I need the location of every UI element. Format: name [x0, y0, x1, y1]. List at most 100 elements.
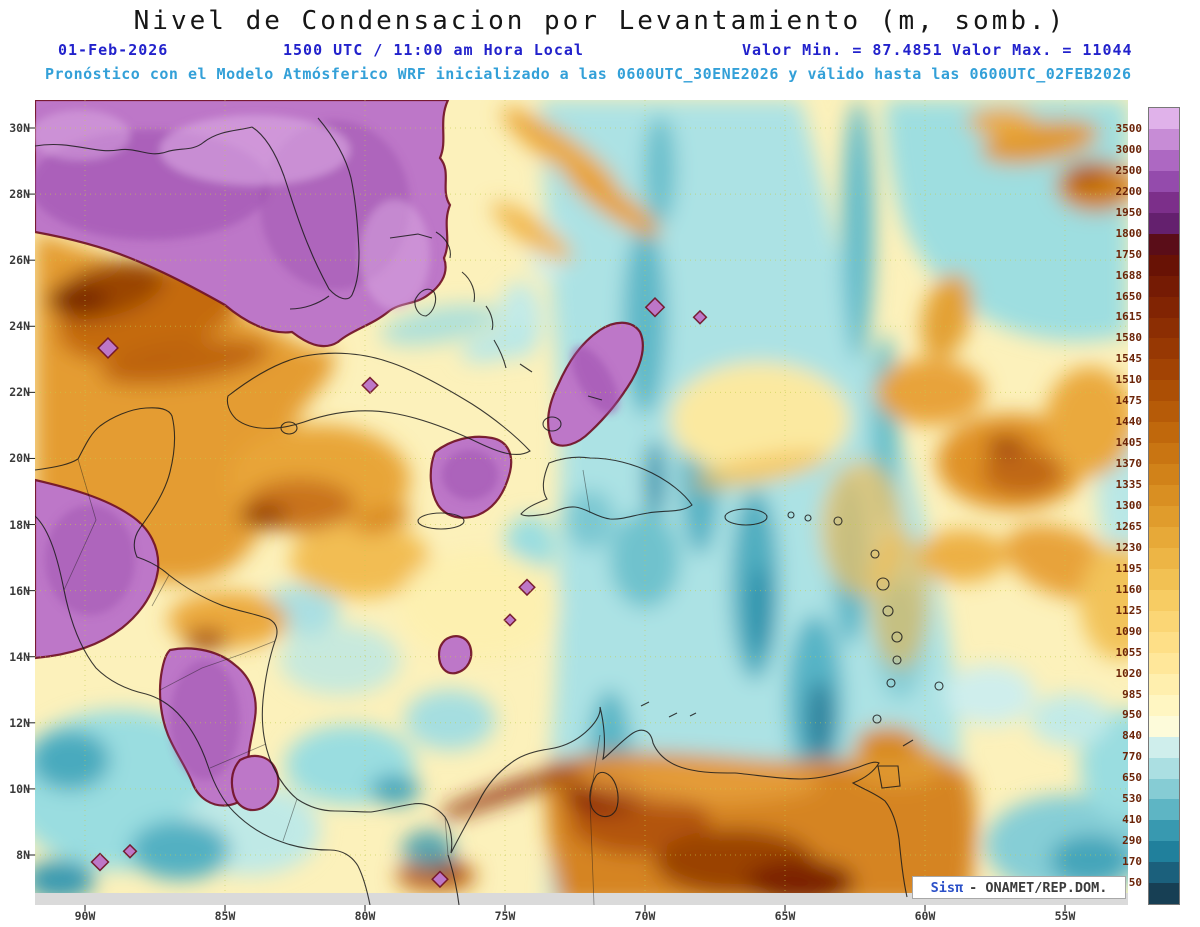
colorbar-tick-label: 1650	[1115, 289, 1143, 303]
coastline-lesser-antilles	[787, 511, 944, 724]
lon-tick-label: 65W	[774, 909, 796, 923]
domain-bottom-strip	[35, 893, 1128, 905]
lon-tick-label: 55W	[1054, 909, 1076, 923]
colorbar-segment	[1149, 527, 1179, 549]
colorbar-segment	[1149, 715, 1179, 737]
header-min-value: Valor Min. = 87.4851	[742, 41, 943, 59]
colorbar-tick-label: 3500	[1115, 121, 1143, 135]
colorbar-tick-label: 1300	[1115, 499, 1143, 512]
lat-tick-label: 12N	[9, 715, 30, 730]
colorbar-tick-label: 985	[1122, 687, 1142, 701]
colorbar-tick-label: 1615	[1115, 310, 1143, 324]
colorbar-segment	[1149, 568, 1179, 590]
colorbar-tick-label: 1475	[1115, 394, 1143, 408]
colorbar-segment	[1149, 883, 1179, 905]
coastline-venezuela	[599, 706, 908, 898]
colorbar-tick-label: 1950	[1115, 205, 1143, 219]
colorbar-segment	[1149, 694, 1179, 716]
header-max-value: Valor Max. = 11044	[952, 41, 1133, 59]
purple-costa-rica	[230, 754, 280, 812]
coastline-cuba	[226, 352, 531, 455]
colorbar-tick-label: 1230	[1115, 540, 1143, 554]
colorbar-segment	[1149, 757, 1179, 779]
colorbar-segment	[1149, 610, 1179, 632]
colorbar-tick-label: 840	[1122, 729, 1142, 743]
colorbar-segment	[1149, 778, 1179, 800]
colorbar-segment	[1149, 212, 1179, 234]
colorbar-segment	[1149, 506, 1179, 528]
coastline-puerto-rico	[724, 508, 768, 526]
colorbar-segment	[1149, 191, 1179, 213]
colorbar-segment	[1149, 170, 1179, 192]
colorbar-segment	[1149, 443, 1179, 465]
header-forecast-line: Pronóstico con el Modelo Atmósferico WRF…	[45, 65, 1132, 83]
colorbar-tick-label: 1090	[1115, 624, 1143, 638]
colorbar	[1148, 107, 1180, 905]
coastline-lake-maracaibo	[589, 771, 619, 818]
coastline-jamaica	[417, 512, 465, 530]
lon-tick-label: 60W	[914, 909, 936, 923]
coastline-centam-caribbean	[35, 407, 453, 854]
colorbar-tick-label: 1370	[1115, 457, 1143, 471]
colorbar-tick-label: 1055	[1115, 645, 1143, 659]
lat-tick-label: 26N	[9, 253, 30, 268]
colorbar-segment	[1149, 338, 1179, 360]
coastline-abc-islands	[640, 701, 697, 718]
header-date: 01-Feb-2026	[58, 41, 169, 59]
colorbar-segment	[1149, 673, 1179, 695]
lat-tick-label: 30N	[9, 121, 30, 135]
coastline-tobago	[902, 739, 914, 747]
colorbar-segment	[1149, 422, 1179, 444]
colorbar-tick-label: 1195	[1115, 561, 1143, 575]
contour-field	[35, 100, 1128, 905]
colorbar-segment	[1149, 149, 1179, 171]
lat-tick-label: 18N	[9, 517, 30, 532]
colorbar-tick-label: 1440	[1115, 415, 1143, 429]
coastline-colombia-north	[450, 706, 601, 854]
colorbar-tick-label: 3000	[1115, 142, 1143, 156]
lat-tick-label: 24N	[9, 319, 30, 334]
colorbar-tick-label: 1335	[1115, 478, 1143, 492]
colorbar-tick-label: 530	[1122, 792, 1142, 806]
purple-small-blob	[437, 635, 473, 675]
colorbar-tick-label: 1688	[1115, 268, 1143, 282]
coastline-centam-pacific	[35, 515, 371, 905]
colorbar-segment	[1149, 652, 1179, 674]
graticule-gridlines	[35, 100, 1128, 893]
page-title: Nivel de Condensacion por Levantamiento …	[133, 6, 1067, 36]
lon-tick-label: 90W	[74, 909, 96, 923]
lat-tick-label: 16N	[9, 583, 30, 598]
colorbar-tick-label: 650	[1122, 771, 1142, 785]
colorbar-segment	[1149, 589, 1179, 611]
coastline-us-gulf	[35, 126, 253, 155]
colorbar-tick-label: 410	[1122, 813, 1142, 827]
colorbar-segment	[1149, 317, 1179, 339]
watermark-box: Sisπ - ONAMET/REP.DOM.	[912, 876, 1126, 899]
lat-tick-label: 14N	[9, 649, 30, 664]
colorbar-segment	[1149, 820, 1179, 842]
colorbar-tick-label: 1510	[1115, 373, 1143, 387]
colorbar-segment	[1149, 862, 1179, 884]
colorbar-tick-label: 1125	[1115, 603, 1143, 617]
header-valid-time: 1500 UTC / 11:00 am Hora Local	[283, 41, 584, 59]
lat-tick-label: 28N	[9, 187, 30, 202]
coastline-colombia-pacific	[447, 854, 460, 905]
colorbar-segment	[1149, 380, 1179, 402]
colorbar-tick-label: 1545	[1115, 352, 1143, 366]
colorbar-segment	[1149, 485, 1179, 507]
colorbar-segment	[1149, 359, 1179, 381]
colorbar-tick-label: 1405	[1115, 436, 1143, 450]
colorbar-tick-label: 1265	[1115, 519, 1143, 533]
colorbar-tick-label: 2500	[1115, 163, 1143, 177]
colorbar-segment	[1149, 548, 1179, 569]
coastline-florida	[251, 117, 360, 300]
lat-tick-label: 10N	[9, 781, 30, 796]
coastline-bahamas	[389, 231, 603, 432]
purple-high-regions	[35, 100, 708, 889]
colorbar-tick-label: 2200	[1115, 184, 1143, 198]
lat-tick-label: 8N	[16, 847, 30, 862]
coastline-isla-juventud	[280, 421, 298, 435]
colorbar-segment	[1149, 254, 1179, 276]
axis-ticks	[27, 127, 1066, 911]
